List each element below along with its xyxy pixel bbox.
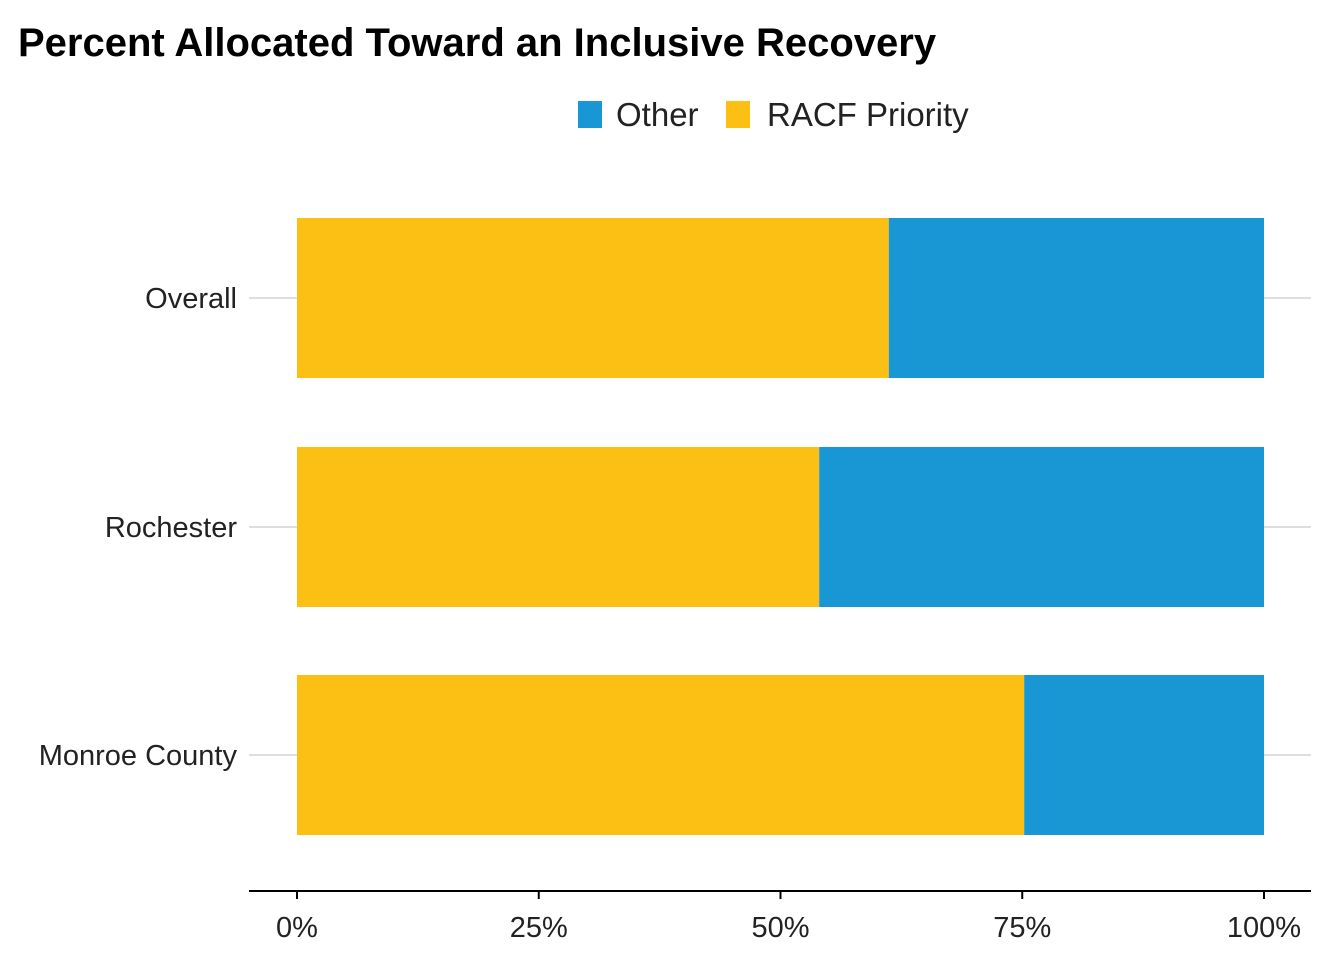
category-label-monroe-county: Monroe County [39, 740, 238, 772]
bar-rochester-other [819, 447, 1264, 607]
category-labels: Overall Rochester Monroe County [39, 283, 238, 772]
legend-swatch-other [578, 101, 602, 128]
x-axis-ticks: 0% 25% 50% 75% 100% [276, 891, 1301, 944]
x-tick-label: 50% [751, 912, 809, 944]
category-label-rochester: Rochester [105, 512, 238, 544]
legend-label-other: Other [616, 96, 699, 133]
bars [297, 218, 1264, 835]
bar-overall-racf-priority [297, 218, 889, 378]
x-tick-label: 75% [993, 912, 1051, 944]
bar-monroe-county-other [1024, 675, 1264, 835]
legend-label-racf-priority: RACF Priority [767, 96, 969, 133]
legend: Other RACF Priority [578, 96, 969, 133]
chart-title: Percent Allocated Toward an Inclusive Re… [18, 21, 937, 65]
x-tick-label: 100% [1227, 912, 1301, 944]
bar-monroe-county-racf-priority [297, 675, 1025, 835]
bar-rochester-racf-priority [297, 447, 820, 607]
x-tick-label: 0% [276, 912, 318, 944]
category-label-overall: Overall [145, 283, 237, 315]
legend-swatch-racf-priority [726, 101, 750, 128]
bar-overall-other [888, 218, 1264, 378]
x-tick-label: 25% [510, 912, 568, 944]
